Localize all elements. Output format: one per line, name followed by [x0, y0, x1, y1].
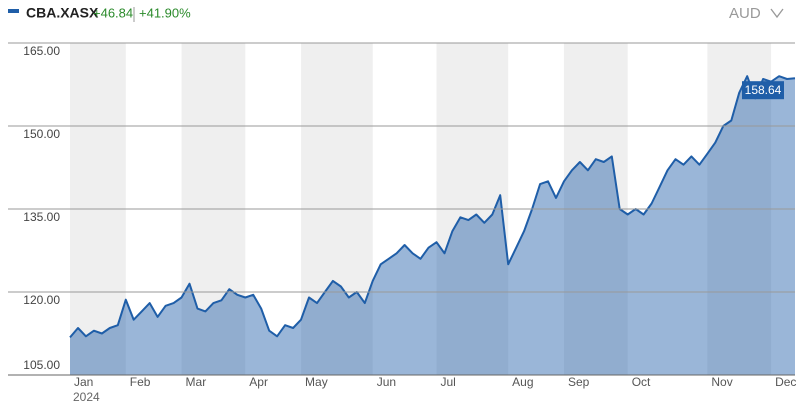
- legend-marker: [8, 9, 19, 13]
- y-tick-label: 120.00: [23, 293, 60, 307]
- x-tick-label: Jan: [74, 375, 93, 389]
- x-tick-label: Jul: [440, 375, 455, 389]
- x-tick-label: Nov: [711, 375, 732, 389]
- currency-dropdown[interactable]: [770, 8, 784, 19]
- x-tick-label: Feb: [130, 375, 151, 389]
- y-tick-label: 150.00: [23, 127, 60, 141]
- change-pct: +41.90%: [139, 5, 191, 20]
- year-label: 2024: [73, 390, 100, 404]
- x-tick-label: Oct: [632, 375, 651, 389]
- x-tick-label: Mar: [186, 375, 207, 389]
- x-tick-label: Apr: [249, 375, 268, 389]
- y-tick-label: 165.00: [23, 44, 60, 58]
- last-value-box: [742, 81, 784, 100]
- x-tick-label: Jun: [377, 375, 396, 389]
- x-tick-label: May: [305, 375, 328, 389]
- currency[interactable]: AUD: [729, 5, 761, 22]
- plot: 158.64: [69, 75, 796, 375]
- y-tick-label: 105.00: [23, 358, 60, 372]
- line: [69, 75, 796, 339]
- x-tick-label: Aug: [512, 375, 533, 389]
- x-tick-label: Dec: [775, 375, 796, 389]
- change: +46.84: [93, 5, 133, 20]
- x-tick-label: Sep: [568, 375, 590, 389]
- y-tick-label: 135.00: [23, 210, 60, 224]
- last-value-label: 158.64: [745, 83, 782, 97]
- ticker: CBA.XASX: [26, 5, 99, 21]
- area: [70, 76, 795, 375]
